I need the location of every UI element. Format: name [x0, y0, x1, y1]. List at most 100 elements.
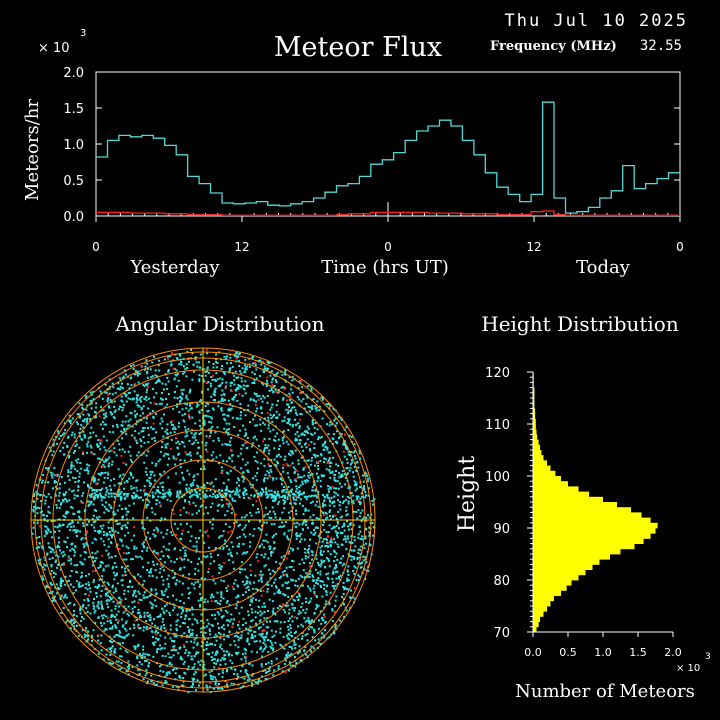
angular-point: [274, 498, 277, 501]
angular-point: [272, 510, 275, 513]
angular-point: [172, 407, 175, 410]
angular-point: [101, 503, 104, 506]
angular-point: [110, 542, 113, 545]
angular-point: [112, 571, 115, 574]
angular-point: [353, 557, 356, 560]
angular-point: [329, 451, 331, 454]
angular-point: [287, 412, 290, 415]
angular-point: [166, 376, 169, 379]
angular-point: [122, 611, 125, 614]
angular-point: [54, 485, 57, 488]
angular-point: [126, 510, 129, 513]
angular-point: [293, 522, 296, 525]
angular-point: [108, 627, 111, 630]
angular-point: [182, 419, 185, 422]
angular-point: [116, 582, 119, 585]
angular-point: [167, 453, 170, 456]
angular-point: [266, 470, 269, 473]
angular-point: [202, 663, 205, 666]
angular-point: [214, 617, 217, 620]
angular-point: [233, 640, 236, 643]
angular-point: [145, 504, 148, 507]
angular-point: [80, 585, 83, 588]
angular-point: [50, 474, 53, 477]
flux-y-multiplier-exp: 3: [80, 28, 86, 39]
angular-point: [309, 495, 312, 498]
angular-point: [279, 562, 281, 565]
angular-point: [69, 559, 72, 562]
angular-point: [218, 564, 221, 566]
angular-point: [147, 450, 150, 453]
angular-point: [286, 498, 289, 500]
angular-point: [152, 563, 155, 566]
angular-point: [46, 531, 49, 534]
angular-point: [320, 531, 323, 533]
angular-point-alt: [171, 352, 174, 355]
angular-point: [163, 594, 166, 597]
angular-point: [96, 490, 98, 493]
angular-point: [108, 406, 111, 409]
angular-point: [291, 549, 294, 552]
angular-point: [326, 448, 329, 451]
angular-point: [302, 513, 305, 516]
angular-point: [147, 397, 150, 400]
angular-point: [41, 510, 43, 513]
angular-point: [260, 554, 263, 557]
angular-point: [254, 681, 257, 684]
angular-point: [121, 387, 124, 390]
angular-point: [282, 608, 285, 611]
angular-point: [266, 477, 269, 480]
angular-point: [185, 403, 188, 406]
angular-point: [227, 619, 230, 622]
angular-point: [77, 521, 80, 524]
angular-point: [149, 614, 152, 617]
angular-point: [298, 442, 301, 445]
angular-point-alt: [182, 644, 185, 646]
angular-point: [211, 425, 214, 428]
angular-point: [219, 494, 222, 497]
angular-point: [193, 673, 195, 676]
angular-point: [172, 609, 175, 612]
angular-point: [329, 487, 332, 490]
angular-point: [259, 491, 262, 494]
angular-point: [217, 673, 220, 676]
angular-point: [71, 431, 74, 434]
angular-point: [114, 520, 117, 523]
angular-point: [238, 535, 241, 538]
angular-point-alt: [245, 655, 248, 658]
angular-point: [314, 531, 317, 534]
angular-point: [179, 466, 182, 469]
angular-point: [264, 564, 267, 567]
angular-point: [145, 492, 148, 495]
angular-point: [274, 435, 277, 438]
angular-point: [221, 676, 224, 679]
angular-point: [72, 529, 75, 532]
angular-point: [211, 659, 213, 662]
angular-point: [112, 386, 115, 389]
angular-point: [246, 409, 249, 411]
angular-point: [267, 444, 270, 447]
angular-point: [242, 494, 245, 497]
angular-point: [175, 598, 178, 601]
angular-point: [168, 671, 171, 674]
angular-point: [288, 608, 291, 611]
angular-point: [350, 451, 353, 453]
angular-point: [178, 452, 180, 455]
angular-point: [244, 552, 247, 555]
angular-point: [100, 409, 103, 412]
angular-point: [208, 546, 211, 549]
angular-point: [74, 445, 77, 447]
angular-point: [125, 620, 128, 623]
angular-point: [259, 610, 262, 613]
angular-point: [79, 607, 82, 610]
angular-point: [243, 496, 245, 499]
angular-point: [324, 603, 327, 606]
angular-point: [347, 450, 350, 453]
angular-point: [162, 617, 165, 620]
angular-point: [70, 570, 73, 572]
angular-point: [82, 419, 84, 422]
angular-point: [257, 492, 260, 495]
angular-point: [118, 493, 121, 496]
angular-point: [299, 540, 301, 543]
angular-point: [86, 466, 89, 469]
